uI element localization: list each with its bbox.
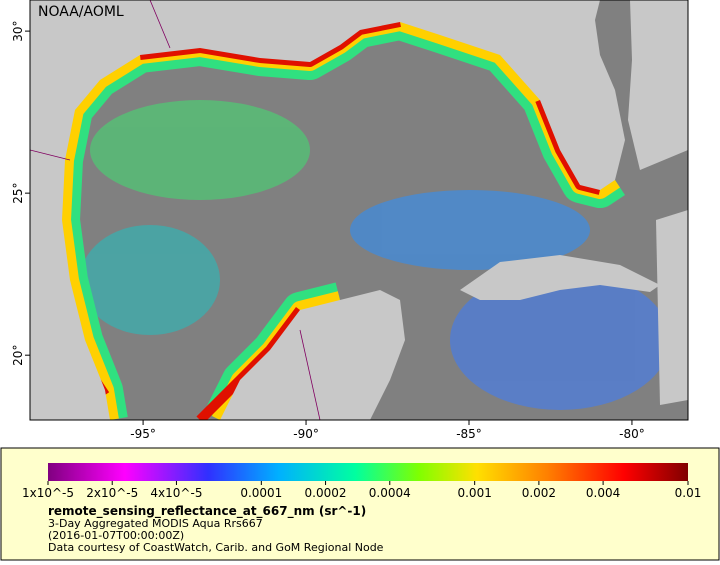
land xyxy=(460,255,660,300)
credit: Data courtesy of CoastWatch, Carib. and … xyxy=(48,541,384,554)
colorbar xyxy=(48,463,688,481)
border xyxy=(30,0,321,420)
colorbar-tick-label: 0.002 xyxy=(522,486,556,500)
x-tick-label: -85° xyxy=(456,427,482,441)
map-panel xyxy=(30,0,688,420)
map-title: NOAA/AOML xyxy=(38,4,124,20)
time: (2016-01-07T00:00:00Z) xyxy=(48,529,184,542)
land xyxy=(628,0,688,170)
variable-name: remote_sensing_reflectance_at_667_nm (sr… xyxy=(48,504,366,519)
colorbar-tick-label: 0.0001 xyxy=(240,486,282,500)
y-tick-label: 30° xyxy=(11,20,25,41)
land xyxy=(220,290,405,420)
offshore-signal xyxy=(80,100,670,410)
axes: -95° -90° -85° -80° 30° 25° 20° xyxy=(11,20,645,441)
y-tick-label: 25° xyxy=(11,183,25,204)
description: 3-Day Aggregated MODIS Aqua Rrs667 xyxy=(48,517,263,530)
colorbar-tick-label: 2x10^-5 xyxy=(86,486,138,500)
colorbar-tick-label: 0.0004 xyxy=(369,486,411,500)
x-tick-label: -80° xyxy=(619,427,645,441)
land xyxy=(656,210,688,405)
y-tick-label: 20° xyxy=(11,345,25,366)
colorbar-tick-label: 0.004 xyxy=(586,486,620,500)
colorbar-ticks: 1x10^-5 2x10^-5 4x10^-5 0.0001 0.0002 0.0004 0… xyxy=(22,481,701,500)
colorbar-tick-label: 4x10^-5 xyxy=(150,486,202,500)
x-tick-label: -95° xyxy=(130,427,156,441)
colorbar-tick-label: 0.01 xyxy=(675,486,702,500)
land xyxy=(30,0,625,420)
colorbar-tick-label: 0.001 xyxy=(457,486,491,500)
map-frame xyxy=(29,0,689,421)
x-tick-label: -90° xyxy=(293,427,319,441)
colorbar-tick-label: 0.0002 xyxy=(305,486,347,500)
colorbar-tick-label: 1x10^-5 xyxy=(22,486,74,500)
